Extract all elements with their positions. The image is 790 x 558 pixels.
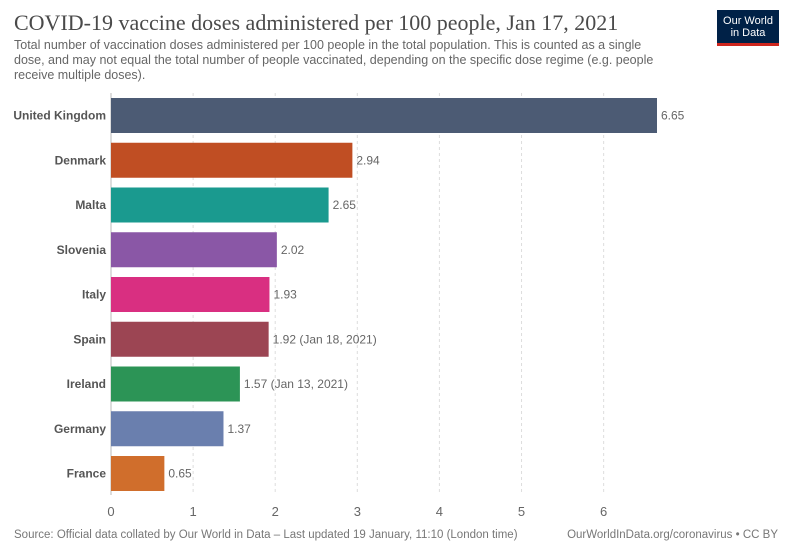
owid-logo[interactable]: Our World in Data xyxy=(717,10,779,46)
value-label: 1.37 xyxy=(227,422,251,436)
source-url[interactable]: OurWorldInData.org/coronavirus • CC BY xyxy=(567,529,778,541)
logo-line-2: in Data xyxy=(730,27,766,39)
category-label[interactable]: Spain xyxy=(73,332,106,346)
value-label: 0.65 xyxy=(168,467,192,481)
x-tick-label: 0 xyxy=(107,504,114,519)
bar-france[interactable] xyxy=(111,456,165,491)
x-tick-label: 1 xyxy=(189,504,196,519)
x-tick-label: 2 xyxy=(272,504,279,519)
category-label[interactable]: France xyxy=(67,467,107,481)
bar-united-kingdom[interactable] xyxy=(111,98,657,133)
chart-subtitle: Total number of vaccination doses admini… xyxy=(14,38,654,82)
category-label[interactable]: United Kingdom xyxy=(13,109,106,123)
category-label[interactable]: Germany xyxy=(54,422,106,436)
logo-line-1: Our World xyxy=(723,15,773,27)
bar-malta[interactable] xyxy=(111,187,329,223)
logo-accent-bar xyxy=(717,43,779,46)
value-label: 1.92 (Jan 18, 2021) xyxy=(273,332,377,346)
bar-denmark[interactable] xyxy=(111,142,353,178)
source-note[interactable]: Source: Official data collated by Our Wo… xyxy=(14,529,518,541)
x-tick-label: 5 xyxy=(518,504,525,519)
bar-ireland[interactable] xyxy=(111,366,240,402)
x-tick-label: 6 xyxy=(600,504,607,519)
value-label: 2.02 xyxy=(281,243,305,257)
category-label[interactable]: Denmark xyxy=(55,153,107,167)
bar-spain[interactable] xyxy=(111,321,269,357)
value-label: 2.65 xyxy=(333,198,357,212)
category-label[interactable]: Malta xyxy=(75,198,106,212)
category-label[interactable]: Slovenia xyxy=(57,243,107,257)
value-label: 6.65 xyxy=(661,109,685,123)
chart-title: COVID-19 vaccine doses administered per … xyxy=(14,10,619,35)
x-tick-label: 3 xyxy=(354,504,361,519)
bar-germany[interactable] xyxy=(111,411,224,447)
x-tick-label: 4 xyxy=(436,504,443,519)
value-label: 1.57 (Jan 13, 2021) xyxy=(244,377,348,391)
category-label[interactable]: Ireland xyxy=(67,377,106,391)
bar-italy[interactable] xyxy=(111,277,270,312)
value-label: 2.94 xyxy=(356,153,380,167)
category-label[interactable]: Italy xyxy=(82,288,106,302)
value-label: 1.93 xyxy=(273,288,297,302)
bar-slovenia[interactable] xyxy=(111,232,277,268)
